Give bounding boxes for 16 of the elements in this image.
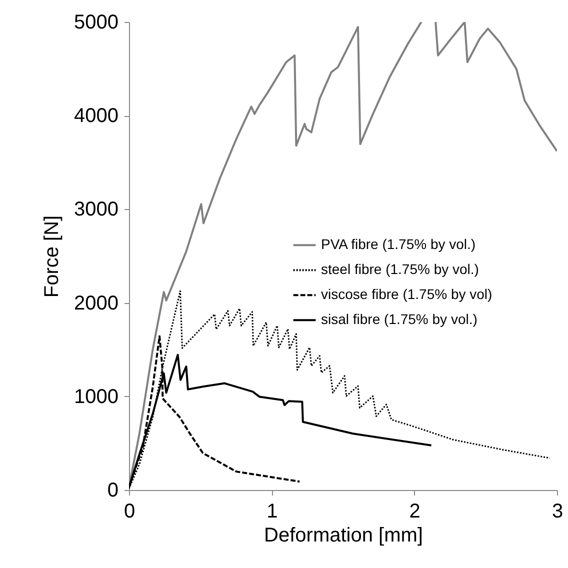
y-tick-label: 3000 [74,198,118,221]
y-tick-label: 4000 [74,105,118,128]
x-tick-label: 0 [124,500,136,522]
x-tick-label: 1 [266,500,278,522]
legend-label: steel fibre (1.75% by vol.) [321,261,479,278]
legend-label: PVA fibre (1.75% by vol.) [321,236,476,252]
legend-label: sisal fibre (1.75% by vol.) [321,311,478,328]
legend-label: viscose fibre (1.75% by vol) [321,286,492,302]
y-tick-label: 0 [107,480,118,502]
x-tick-label: 2 [409,500,420,522]
y-tick-label: 2000 [74,292,118,314]
y-tick-label: 5000 [74,12,118,34]
y-tick-label: 1000 [74,386,118,408]
x-tick-label: 3 [552,500,564,522]
y-axis-title: Force [N] [41,215,64,298]
x-axis-title: Deformation [mm] [264,524,423,546]
